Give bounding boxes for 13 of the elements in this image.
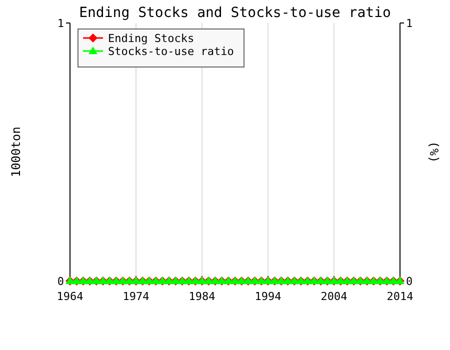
legend-label: Stocks-to-use ratio <box>108 45 234 58</box>
y2-axis-title: (%) <box>427 141 441 163</box>
x-tick-label: 1964 <box>56 290 84 303</box>
x-tick-label: 2004 <box>320 290 348 303</box>
x-tick-label: 2014 <box>386 290 414 303</box>
x-tick-label: 1974 <box>122 290 150 303</box>
y2-tick-label: 0 <box>406 275 413 288</box>
chart-title: Ending Stocks and Stocks-to-use ratio <box>79 5 391 21</box>
legend-label: Ending Stocks <box>108 32 194 45</box>
x-tick-label: 1984 <box>188 290 216 303</box>
y-axis-title: 1000ton <box>9 126 23 178</box>
y2-tick-label: 1 <box>406 17 413 30</box>
x-tick-label: 1994 <box>254 290 282 303</box>
